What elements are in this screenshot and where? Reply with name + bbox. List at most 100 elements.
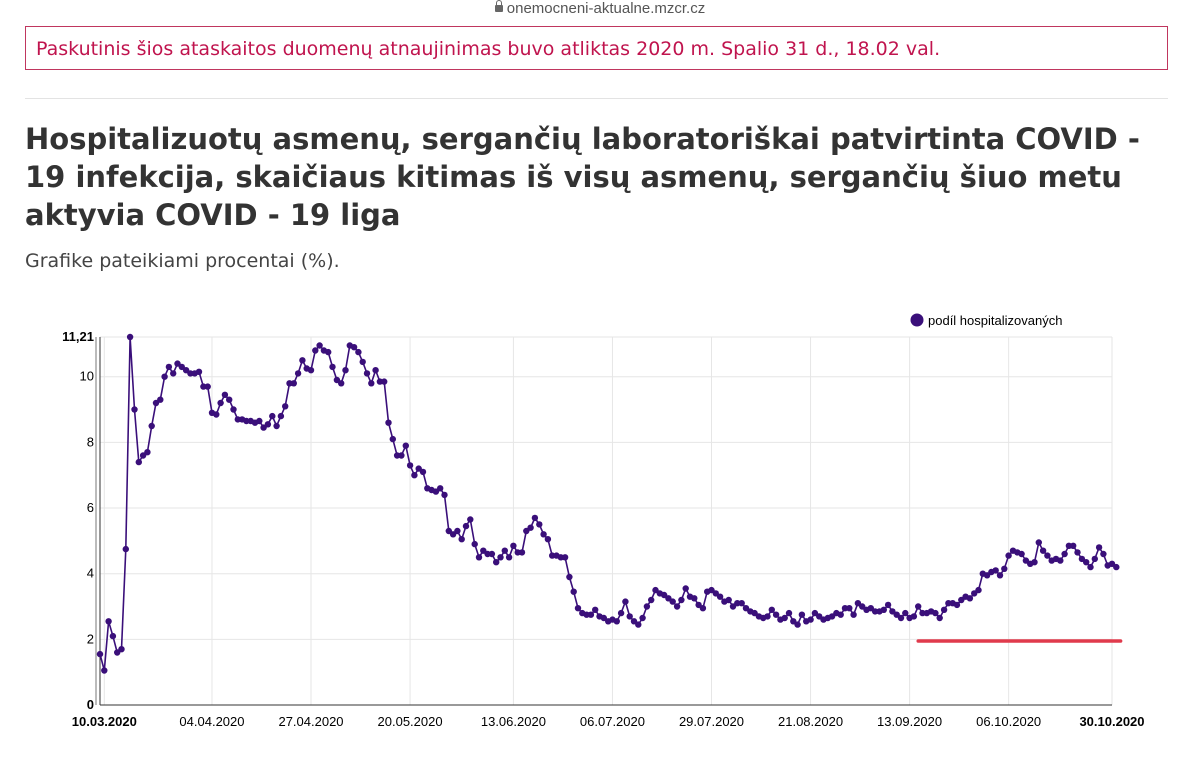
- y-tick-label: 10: [80, 369, 94, 384]
- data-point: [342, 367, 349, 374]
- y-tick-label: 2: [87, 631, 94, 646]
- data-point: [105, 618, 112, 625]
- data-point: [566, 573, 573, 581]
- y-tick-label: 0: [87, 697, 94, 712]
- data-point: [1074, 549, 1081, 556]
- data-point: [1031, 559, 1038, 566]
- data-point: [273, 422, 280, 430]
- data-point: [966, 595, 974, 602]
- data-point: [501, 547, 508, 554]
- data-point: [135, 458, 142, 466]
- data-point: [768, 606, 775, 613]
- data-point: [109, 632, 117, 640]
- data-point: [170, 370, 177, 377]
- data-point: [734, 600, 741, 607]
- data-point: [355, 348, 362, 356]
- data-point: [144, 449, 151, 456]
- data-point: [669, 598, 676, 605]
- data-point: [587, 611, 595, 618]
- data-point: [505, 554, 513, 561]
- x-tick-label: 04.04.2020: [179, 714, 244, 729]
- data-point: [940, 606, 948, 613]
- data-point: [932, 609, 939, 617]
- data-point: [992, 567, 999, 574]
- data-point: [1095, 544, 1103, 551]
- legend-marker: [910, 313, 924, 327]
- data-point: [544, 536, 552, 543]
- data-point: [441, 491, 448, 499]
- data-point: [131, 406, 138, 413]
- data-point: [785, 609, 793, 617]
- data-point: [600, 614, 607, 622]
- data-point: [217, 399, 224, 407]
- data-point: [221, 391, 229, 398]
- data-point: [725, 596, 732, 604]
- data-point: [648, 596, 655, 604]
- data-point: [699, 605, 707, 612]
- data-point: [488, 550, 496, 558]
- data-point: [574, 605, 582, 612]
- update-notice: Paskutinis šios ataskaitos duomenų atnau…: [25, 26, 1168, 70]
- data-point: [161, 373, 168, 380]
- data-point: [269, 412, 276, 420]
- data-point: [122, 545, 129, 553]
- data-point: [325, 348, 332, 356]
- data-point: [385, 419, 392, 426]
- data-point: [1083, 559, 1090, 566]
- data-point: [290, 380, 297, 387]
- data-point: [402, 442, 409, 449]
- data-point: [148, 422, 155, 430]
- data-point: [561, 554, 569, 561]
- x-tick-label: 21.08.2020: [778, 714, 843, 729]
- url-bar[interactable]: onemocneni-aktualne.mzcr.cz: [0, 0, 1200, 22]
- data-point: [126, 333, 134, 341]
- data-point: [467, 516, 474, 523]
- data-point: [312, 347, 319, 354]
- data-point: [471, 540, 478, 548]
- data-point: [915, 603, 922, 610]
- data-point: [213, 411, 220, 418]
- data-point: [678, 596, 685, 604]
- data-point: [329, 363, 336, 371]
- divider: [25, 98, 1168, 99]
- data-point: [897, 614, 905, 622]
- y-tick-label: 4: [87, 566, 94, 581]
- data-point: [406, 462, 414, 469]
- data-point: [807, 616, 814, 623]
- data-point: [510, 542, 517, 549]
- data-point: [850, 611, 857, 618]
- lock-icon: [494, 0, 503, 12]
- data-point: [338, 380, 345, 387]
- data-point: [1100, 550, 1107, 558]
- data-point: [880, 606, 887, 613]
- data-point: [294, 370, 302, 377]
- data-point: [673, 603, 681, 610]
- url-text: onemocneni-aktualne.mzcr.cz: [506, 0, 706, 17]
- data-point: [1044, 552, 1051, 559]
- data-point: [975, 586, 982, 594]
- data-point: [437, 485, 444, 492]
- data-point: [1070, 542, 1077, 549]
- data-point: [626, 613, 633, 620]
- data-point: [902, 609, 909, 617]
- data-point: [871, 608, 879, 615]
- data-point: [96, 650, 104, 658]
- data-point: [316, 342, 323, 349]
- data-point: [1039, 547, 1047, 554]
- data-point: [794, 621, 801, 628]
- data-point: [101, 667, 108, 674]
- data-point: [837, 611, 844, 618]
- data-point: [264, 421, 272, 428]
- data-point: [462, 522, 470, 530]
- data-point: [536, 521, 543, 528]
- x-tick-label: 13.09.2020: [877, 714, 942, 729]
- x-tick-label: 20.05.2020: [378, 714, 443, 729]
- data-point: [540, 531, 547, 538]
- data-point: [1061, 550, 1068, 558]
- data-point: [613, 618, 620, 625]
- data-point: [381, 378, 388, 385]
- data-point: [118, 646, 125, 653]
- data-point: [299, 357, 306, 364]
- data-point: [1035, 539, 1043, 546]
- data-point: [204, 383, 211, 390]
